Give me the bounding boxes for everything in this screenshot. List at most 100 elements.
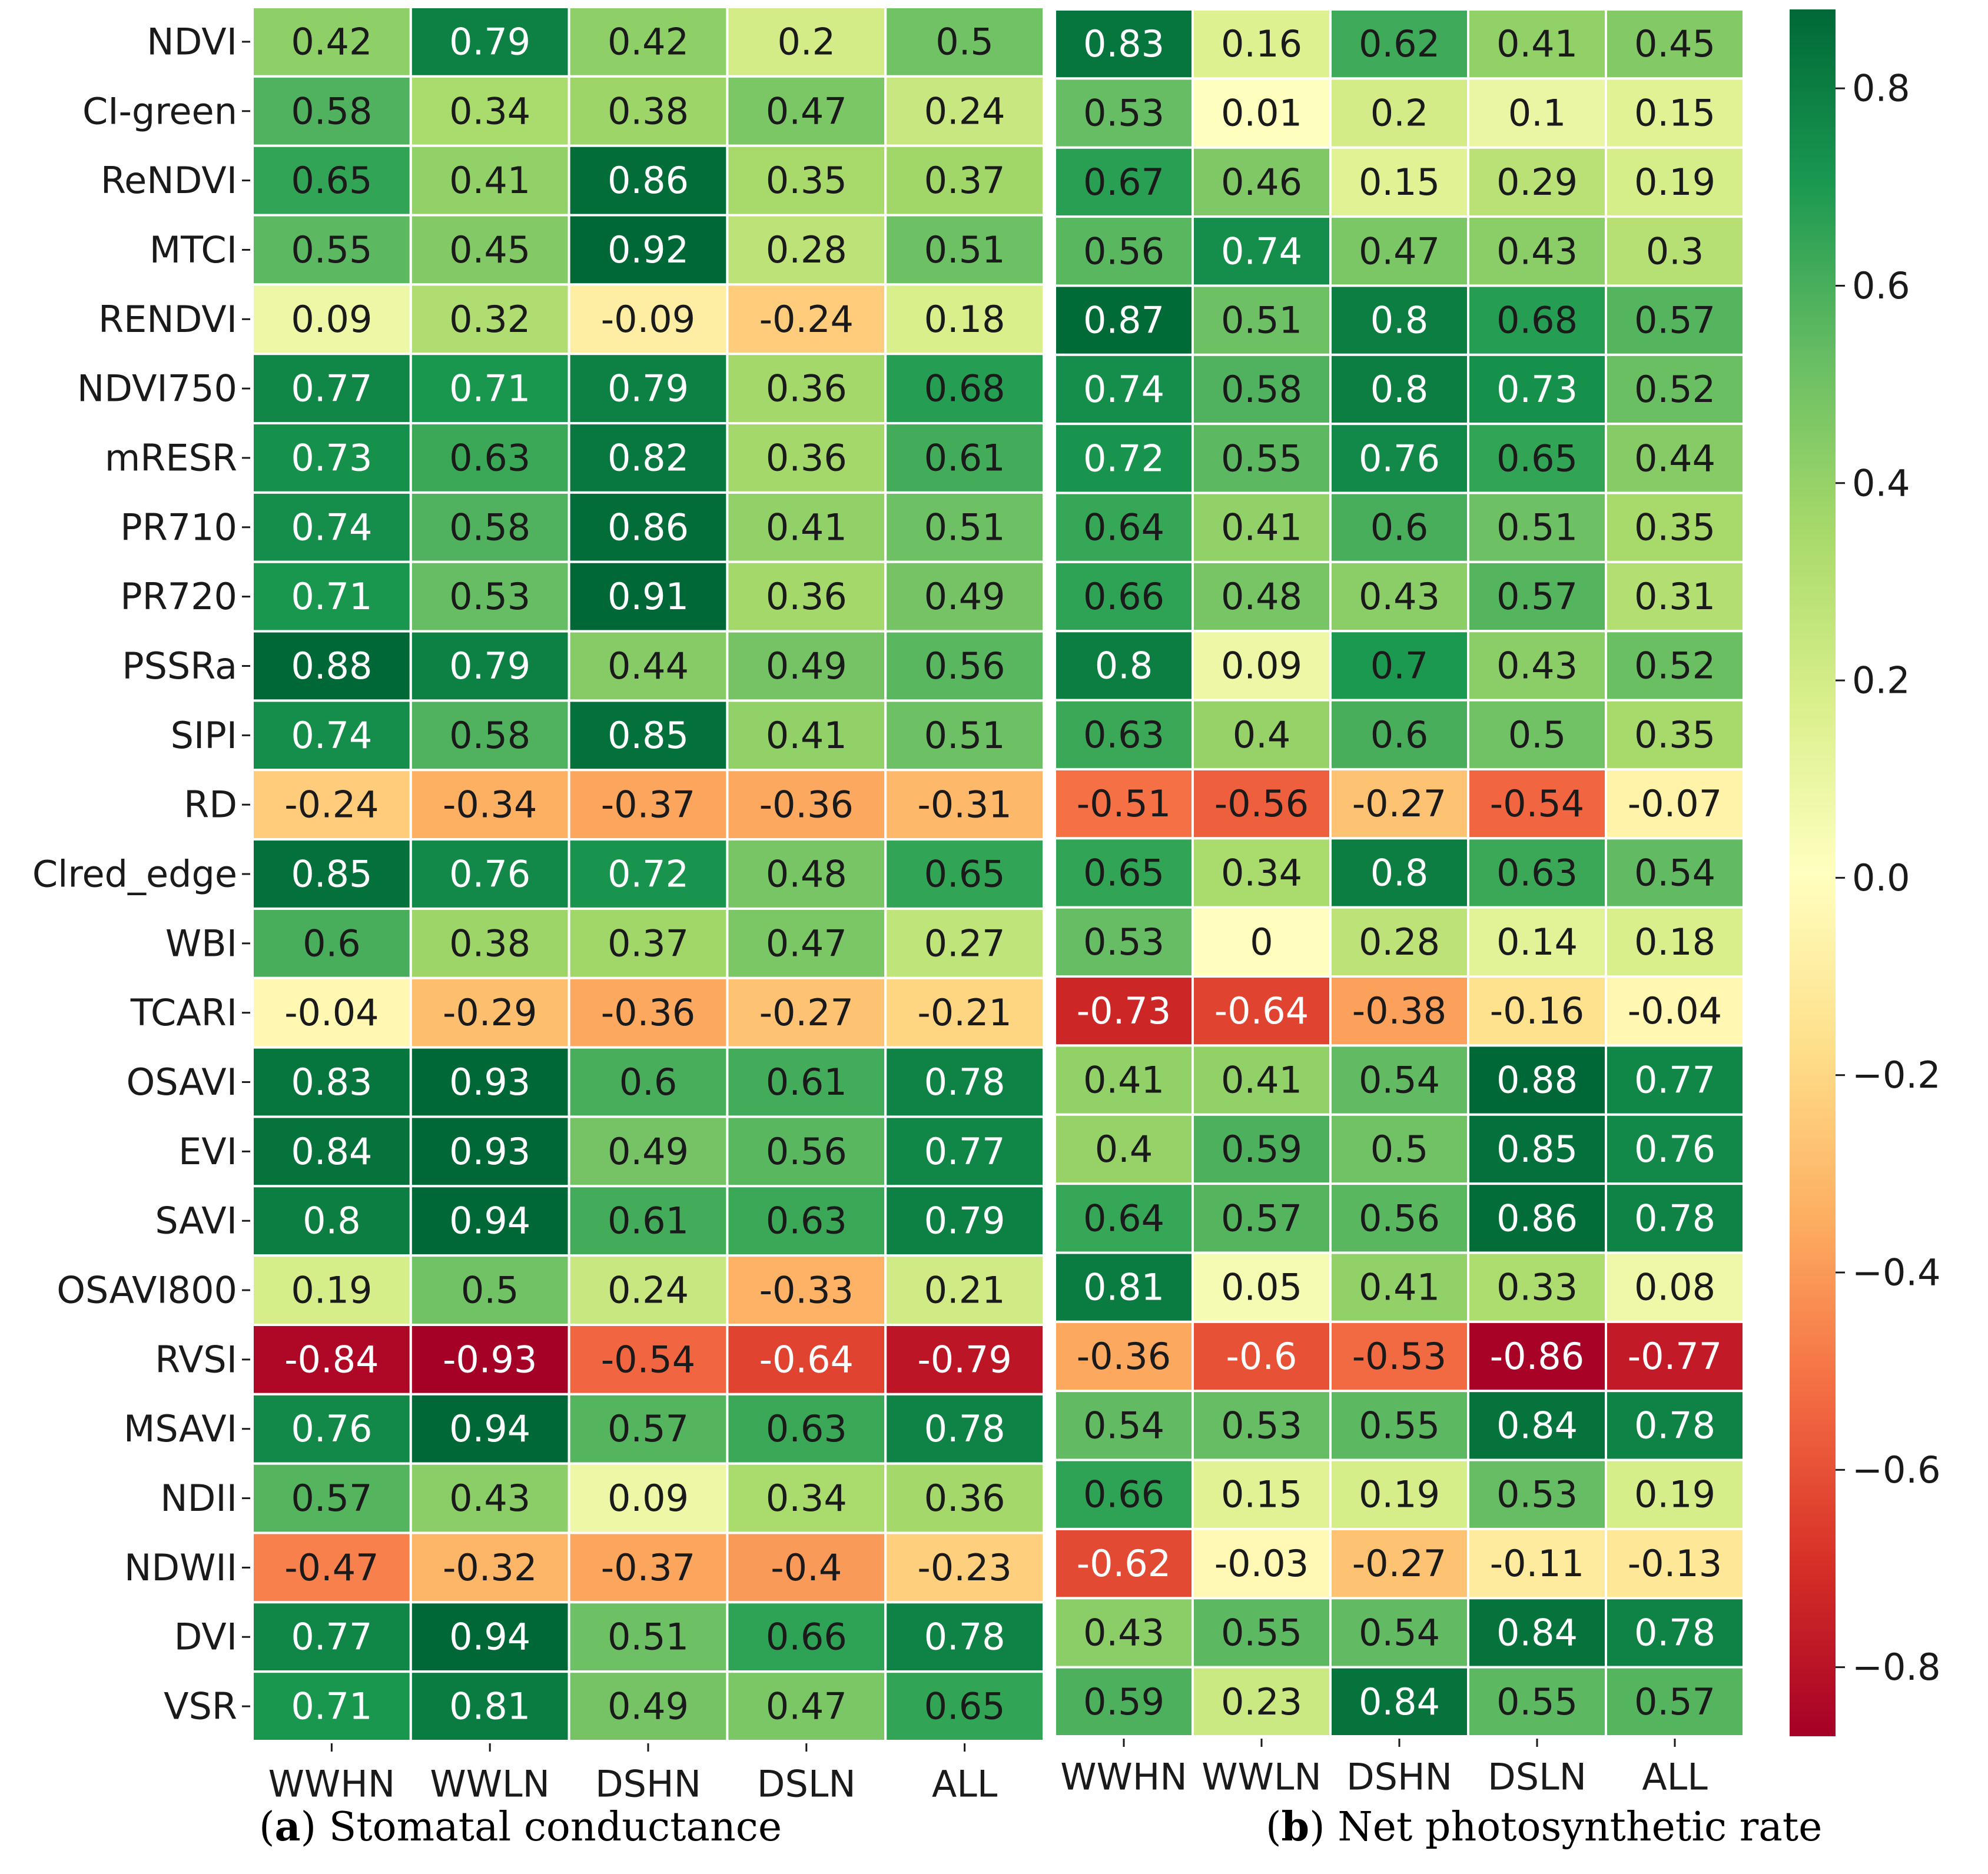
cell-pr710-wwhn (251, 491, 412, 563)
row-label-dvi: DVI (174, 1616, 237, 1659)
cell-ndvi-all-label: 0.5 (935, 20, 994, 63)
cell-osavi800-wwln-label: 0.05 (1221, 1266, 1302, 1309)
cell-vsr-dsln (1467, 1666, 1607, 1737)
cell-ndvi-dsln-label: 0.2 (777, 20, 835, 63)
cell-ndvi750-all (884, 353, 1045, 425)
cell-ndii-all (1605, 1458, 1745, 1530)
cell-ndvi750-all-label: 0.68 (924, 367, 1005, 410)
cell-osavi800-dshn (1329, 1251, 1469, 1323)
row-label-vsr: VSR (164, 1685, 237, 1728)
cell-vsr-dshn (1329, 1666, 1469, 1737)
cell-ndvi-dshn-label: 0.42 (608, 20, 689, 63)
cell-rvsi-dsln (726, 1323, 887, 1395)
cell-wbi-all-label: 0.18 (1634, 921, 1715, 963)
cell-mtci-wwhn (251, 214, 412, 286)
cell-rd-dsln-label: -0.54 (1490, 782, 1584, 825)
cell-pr720-wwln-label: 0.48 (1221, 575, 1302, 618)
cell-rd-all-label: -0.07 (1628, 782, 1722, 825)
cell-osavi-all (884, 1046, 1045, 1118)
cell-rendvi-wwln-label: 0.51 (1221, 299, 1302, 342)
cell-rendvi-dsln-label: 0.29 (1496, 161, 1578, 204)
cell-savi-dsln-label: 0.63 (766, 1200, 847, 1242)
row-label-ndvi: NDVI (147, 20, 237, 63)
cell-pr710-all-label: 0.51 (924, 506, 1005, 549)
cell-savi-wwhn-label: 0.64 (1083, 1197, 1164, 1240)
cell-clred-edge-wwhn-label: 0.85 (291, 853, 372, 896)
cell-dvi-wwhn-label: 0.77 (291, 1616, 372, 1659)
cell-pssra-all-label: 0.56 (924, 644, 1005, 687)
cell-mtci-wwhn-label: 0.55 (291, 228, 372, 271)
cell-rd-dsln (726, 769, 887, 841)
col-label-wwhn: WWHN (268, 1763, 396, 1806)
cell-ndvi-dshn (1329, 8, 1469, 80)
cell-ndii-dsln-label: 0.34 (766, 1477, 847, 1520)
cell-sipi-dsln (726, 699, 887, 772)
cell-evi-dsln-label: 0.85 (1496, 1128, 1578, 1171)
cell-pssra-all (884, 630, 1045, 702)
cell-dvi-all (884, 1601, 1045, 1673)
cell-osavi-all-label: 0.77 (1634, 1059, 1715, 1102)
cell-rendvi-all-label: 0.18 (924, 298, 1005, 341)
cell-ci-green-dshn-label: 0.38 (608, 89, 689, 132)
cell-wbi-wwln-label: 0 (1250, 921, 1273, 963)
col-label-wwln: WWLN (430, 1763, 550, 1806)
cell-pssra-wwln (409, 630, 570, 702)
cell-osavi-dshn-label: 0.54 (1359, 1059, 1440, 1102)
cell-rendvi-dsln (726, 144, 887, 217)
cell-rd-wwhn-label: -0.24 (284, 783, 379, 826)
cell-pssra-wwhn-label: 0.8 (1095, 644, 1153, 687)
cell-rendvi-dshn (1329, 146, 1469, 218)
cell-ndwii-wwhn-label: -0.47 (284, 1546, 379, 1589)
cell-pr710-wwhn-label: 0.74 (291, 506, 372, 549)
cell-rendvi-wwhn-label: 0.87 (1083, 299, 1164, 342)
cell-savi-dshn-label: 0.61 (608, 1200, 689, 1242)
cell-osavi-all (1605, 1044, 1745, 1116)
cell-mresr-all-label: 0.61 (924, 436, 1005, 479)
cell-rvsi-dshn-label: -0.54 (601, 1338, 695, 1381)
cell-rendvi-wwhn-label: 0.67 (1083, 161, 1164, 204)
cell-pr720-all (884, 560, 1045, 633)
cell-ndvi750-dshn-label: 0.79 (608, 367, 689, 410)
cell-ndwii-dsln-label: -0.11 (1490, 1542, 1584, 1585)
cell-tcari-dshn (567, 976, 729, 1049)
cell-mresr-wwln (1192, 423, 1332, 494)
cell-vsr-wwhn-label: 0.71 (291, 1685, 372, 1728)
caption-a-text: Stomatal conductance (329, 1804, 782, 1850)
cell-mtci-wwln-label: 0.45 (449, 228, 530, 271)
cell-osavi-dsln (726, 1046, 887, 1118)
cell-mresr-dsln-label: 0.65 (1496, 437, 1578, 480)
cell-pr720-wwln (1192, 560, 1332, 633)
cell-vsr-dshn (567, 1670, 729, 1742)
cell-pr720-all-label: 0.31 (1634, 575, 1715, 618)
cell-tcari-wwln (409, 976, 570, 1049)
cell-osavi-wwln-label: 0.93 (449, 1061, 530, 1104)
cell-pr710-wwln (409, 491, 570, 563)
cell-pr710-dsln-label: 0.41 (766, 506, 847, 549)
cell-clred-edge-wwln-label: 0.34 (1221, 852, 1302, 895)
cell-ci-green-wwhn-label: 0.53 (1083, 92, 1164, 135)
cell-osavi-wwhn-label: 0.83 (291, 1061, 372, 1104)
cell-tcari-wwln-label: -0.64 (1214, 989, 1309, 1032)
cell-ndii-dsln-label: 0.53 (1496, 1473, 1578, 1516)
cell-rd-dshn-label: -0.27 (1352, 782, 1446, 825)
cell-ndii-dshn (1329, 1458, 1469, 1530)
cell-pr720-all (1605, 560, 1745, 633)
cell-rd-all-label: -0.31 (917, 783, 1011, 826)
cell-tcari-wwhn-label: -0.04 (284, 991, 379, 1034)
colorbar-tick-label: 0.4 (1852, 461, 1910, 504)
cell-rd-wwhn-label: -0.51 (1077, 782, 1171, 825)
cell-ndvi750-dshn-label: 0.8 (1370, 368, 1429, 411)
cell-osavi-all-label: 0.78 (924, 1061, 1005, 1104)
cell-rendvi-wwln (409, 144, 570, 217)
cell-pr720-dsln (1467, 560, 1607, 633)
cell-evi-dshn-label: 0.49 (608, 1130, 689, 1173)
row-label-mtci: MTCI (150, 228, 237, 271)
cell-mresr-all (1605, 423, 1745, 494)
cell-ndwii-wwln-label: -0.03 (1214, 1542, 1309, 1585)
cell-mtci-wwhn-label: 0.56 (1083, 230, 1164, 273)
cell-msavi-all-label: 0.78 (924, 1407, 1005, 1450)
cell-ndii-all (884, 1462, 1045, 1534)
cell-evi-dshn-label: 0.5 (1370, 1128, 1429, 1171)
cell-rendvi-dsln-label: -0.24 (759, 298, 854, 341)
cell-ndvi-wwln-label: 0.16 (1221, 22, 1302, 65)
